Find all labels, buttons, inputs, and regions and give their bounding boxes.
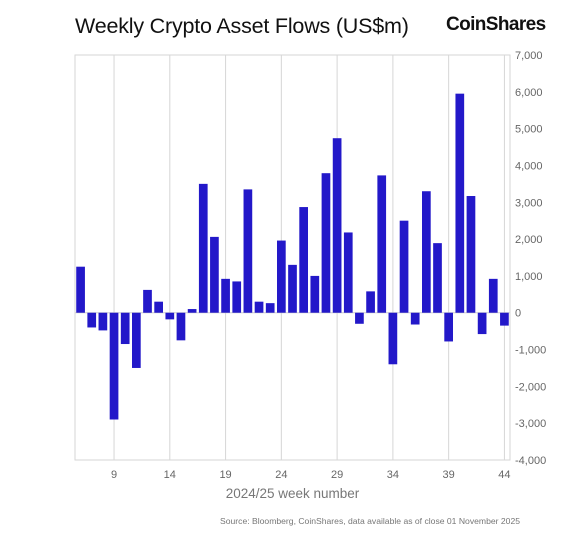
y-tick-label: 2,000 xyxy=(515,234,543,246)
y-tick-label: -2,000 xyxy=(515,381,546,393)
bar-week-37 xyxy=(422,191,431,313)
y-tick-label: 5,000 xyxy=(515,124,543,136)
bar-week-24 xyxy=(277,240,286,313)
bar-week-7 xyxy=(87,312,97,328)
bar-week-29 xyxy=(332,138,342,313)
bar-week-27 xyxy=(310,275,320,313)
chart-title: Weekly Crypto Asset Flows (US$m) xyxy=(75,14,409,38)
bar-week-11 xyxy=(132,312,141,368)
y-tick-label: 4,000 xyxy=(515,160,543,172)
bar-week-18 xyxy=(210,236,219,313)
y-tick-label: 1,000 xyxy=(515,271,543,283)
x-tick-label: 19 xyxy=(219,469,231,481)
bar-week-13 xyxy=(154,301,163,313)
bar-week-23 xyxy=(265,303,275,313)
bar-week-28 xyxy=(321,173,331,313)
bar-week-12 xyxy=(143,289,152,313)
bar-week-41 xyxy=(466,196,476,313)
y-tick-label: 6,000 xyxy=(515,87,543,99)
bar-week-36 xyxy=(410,312,420,325)
bar-week-15 xyxy=(176,312,186,341)
source-note: Source: Bloomberg, CoinShares, data avai… xyxy=(220,516,521,526)
bar-week-34 xyxy=(388,312,398,365)
bar-week-30 xyxy=(343,232,353,313)
bar-week-26 xyxy=(299,207,308,313)
y-tick-label: -1,000 xyxy=(515,345,546,357)
bar-week-16 xyxy=(187,309,197,313)
bar-week-44 xyxy=(500,312,509,326)
bar-week-31 xyxy=(355,312,364,324)
x-tick-label: 29 xyxy=(331,469,343,481)
x-tick-label: 14 xyxy=(164,469,176,481)
coinshares-logo: CoinShares xyxy=(446,14,546,35)
bar-week-42 xyxy=(477,312,487,335)
bar-week-6 xyxy=(76,266,85,313)
x-tick-label: 34 xyxy=(387,469,399,481)
bar-week-21 xyxy=(243,189,253,313)
bar-week-17 xyxy=(198,183,208,313)
x-tick-label: 9 xyxy=(111,469,117,481)
bar-week-9 xyxy=(109,312,119,420)
bar-week-43 xyxy=(488,278,498,313)
bar-week-10 xyxy=(120,312,130,345)
bar-week-35 xyxy=(399,220,409,313)
bar-week-20 xyxy=(232,281,242,313)
x-tick-label: 39 xyxy=(443,469,455,481)
bar-week-14 xyxy=(165,312,175,320)
bar-week-32 xyxy=(366,291,375,313)
bar-week-38 xyxy=(433,243,442,313)
bar-week-22 xyxy=(254,301,264,313)
bar-week-19 xyxy=(221,278,230,313)
bar-week-8 xyxy=(98,312,108,331)
plot-frame xyxy=(74,54,511,461)
x-tick-label: 24 xyxy=(275,469,287,481)
bar-week-33 xyxy=(377,175,387,313)
y-tick-label: -4,000 xyxy=(515,455,546,467)
y-tick-label: -3,000 xyxy=(515,418,546,430)
y-tick-label: 3,000 xyxy=(515,197,543,209)
bar-week-40 xyxy=(455,93,465,313)
y-tick-label: 0 xyxy=(515,308,521,320)
bar-week-25 xyxy=(288,264,297,313)
x-tick-label: 44 xyxy=(498,469,510,481)
y-tick-label: 7,000 xyxy=(515,50,543,62)
x-axis-label: 2024/25 week number xyxy=(226,486,360,501)
bar-week-39 xyxy=(444,312,453,342)
